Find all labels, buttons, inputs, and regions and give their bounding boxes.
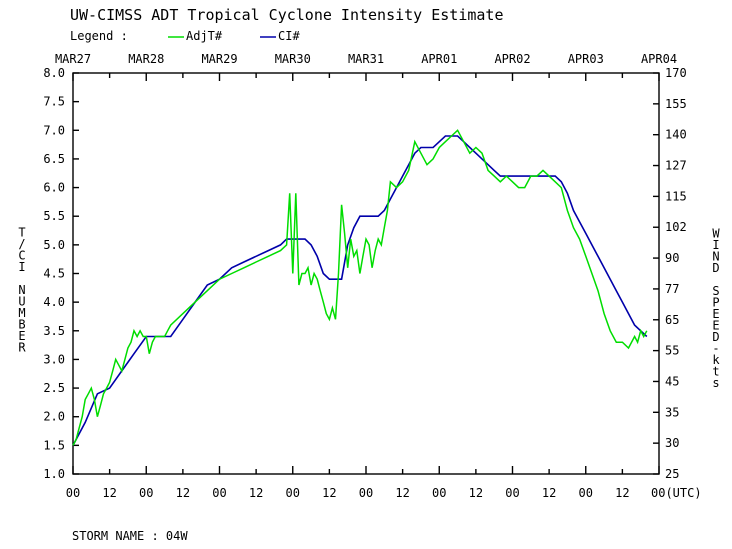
- axis-title-letter: B: [18, 318, 25, 332]
- right-tick-label: 30: [665, 436, 679, 450]
- left-tick-label: 3.0: [43, 352, 65, 366]
- hour-tick-label: 12: [322, 486, 336, 500]
- left-tick-label: 4.0: [43, 295, 65, 309]
- date-label: MAR27: [55, 52, 91, 66]
- axis-title-letter: s: [712, 376, 719, 390]
- legend-label: Legend :: [70, 29, 128, 43]
- axis-title-letter: E: [712, 318, 719, 332]
- legend-entry-ci: CI#: [278, 29, 300, 43]
- hour-tick-label: 12: [615, 486, 629, 500]
- right-tick-label: 140: [665, 128, 687, 142]
- hour-tick-label: 00: [505, 486, 519, 500]
- chart-title: UW-CIMSS ADT Tropical Cyclone Intensity …: [70, 6, 503, 24]
- axis-title-letter: R: [18, 341, 26, 355]
- axis-title-letter: M: [18, 306, 25, 320]
- date-label: MAR31: [348, 52, 384, 66]
- left-tick-label: 8.0: [43, 66, 65, 80]
- left-tick-label: 6.5: [43, 152, 65, 166]
- axis-title-letter: S: [712, 284, 719, 298]
- hour-axis-labels: 00 12 00 12 00 12 00 12 00 12 00 12 00 12 00 12: [66, 486, 630, 500]
- series-line-adjt: [72, 129, 648, 446]
- right-tick-label: 102: [665, 220, 687, 234]
- axis-title-letter: -: [712, 341, 719, 355]
- hour-tick-label: 12: [102, 486, 116, 500]
- legend-entry-adjt: AdjT#: [186, 29, 223, 43]
- plot-area: [72, 72, 660, 475]
- right-tick-label: 90: [665, 251, 679, 265]
- left-tick-label: 1.0: [43, 467, 65, 481]
- right-tick-label: 55: [665, 344, 679, 358]
- date-labels: MAR27 MAR28 MAR29 MAR30 MAR31 APR01 APR02 APR03…: [55, 52, 677, 66]
- hour-tick-label: 12: [542, 486, 556, 500]
- hour-tick-label: 12: [249, 486, 263, 500]
- right-tick-label: 170: [665, 66, 687, 80]
- hour-tick-label: 12: [469, 486, 483, 500]
- left-tick-label: 2.5: [43, 381, 65, 395]
- axis-title-letter: E: [18, 329, 25, 343]
- right-tick-label: 25: [665, 467, 679, 481]
- right-tick-label: 127: [665, 159, 687, 173]
- right-axis-labels: 25 30 35 45 55 65 77 90 102 115 127 140 155 170: [665, 66, 687, 481]
- date-label: APR03: [568, 52, 604, 66]
- axis-title-letter: D: [712, 261, 719, 275]
- plot-frame: [72, 72, 660, 475]
- right-tick-label: 45: [665, 374, 679, 388]
- x-axis-unit: 00(UTC): [651, 486, 702, 500]
- left-tick-label: 7.5: [43, 95, 65, 109]
- legend: Legend : AdjT# CI#: [70, 29, 300, 43]
- date-label: MAR30: [275, 52, 311, 66]
- left-axis-labels: 1.0 1.5 2.0 2.5 3.0 3.5 4.0 4.5 5.0 5.5 6.0 6.5 7.0 7…: [43, 66, 65, 481]
- axis-title-letter: D: [712, 330, 719, 344]
- left-tick-label: 4.5: [43, 267, 65, 281]
- hour-tick-label: 00: [139, 486, 153, 500]
- axis-title-letter: P: [712, 295, 719, 309]
- right-tick-label: 65: [665, 313, 679, 327]
- left-tick-label: 1.5: [43, 438, 65, 452]
- hour-tick-label: 00: [579, 486, 593, 500]
- left-tick-label: 5.0: [43, 238, 65, 252]
- date-label: MAR29: [201, 52, 237, 66]
- hour-tick-label: 12: [176, 486, 190, 500]
- hour-tick-label: 00: [66, 486, 80, 500]
- axis-title-letter: k: [712, 353, 720, 367]
- axis-title-letter: I: [712, 238, 719, 252]
- left-tick-label: 5.5: [43, 209, 65, 223]
- storm-name: STORM NAME : 04W: [72, 529, 188, 543]
- series-line-ci: [72, 135, 648, 446]
- axis-ticks: [72, 72, 660, 475]
- axis-title-letter: T: [18, 226, 25, 240]
- axis-title-letter: W: [712, 226, 720, 240]
- right-tick-label: 115: [665, 189, 687, 203]
- date-label: APR01: [421, 52, 457, 66]
- hour-tick-label: 12: [395, 486, 409, 500]
- left-tick-label: 7.0: [43, 123, 65, 137]
- date-label: APR02: [494, 52, 530, 66]
- axis-title-letter: E: [712, 307, 719, 321]
- left-tick-label: 6.0: [43, 181, 65, 195]
- right-tick-label: 155: [665, 97, 687, 111]
- axis-title-letter: I: [18, 260, 25, 274]
- hour-tick-label: 00: [286, 486, 300, 500]
- axis-title-letter: t: [712, 364, 719, 378]
- left-tick-label: 2.0: [43, 410, 65, 424]
- hour-tick-label: 00: [432, 486, 446, 500]
- hour-tick-label: 00: [212, 486, 226, 500]
- axis-title-letter: /: [18, 237, 25, 251]
- axis-title-letter: C: [18, 249, 25, 263]
- axis-title-letter: N: [712, 249, 719, 263]
- axis-title-letter: N: [18, 283, 25, 297]
- right-tick-label: 35: [665, 405, 679, 419]
- date-label: APR04: [641, 52, 677, 66]
- left-tick-label: 3.5: [43, 324, 65, 338]
- axis-title-letter: U: [18, 295, 25, 309]
- right-tick-label: 77: [665, 282, 679, 296]
- hour-tick-label: 00: [359, 486, 373, 500]
- date-label: MAR28: [128, 52, 164, 66]
